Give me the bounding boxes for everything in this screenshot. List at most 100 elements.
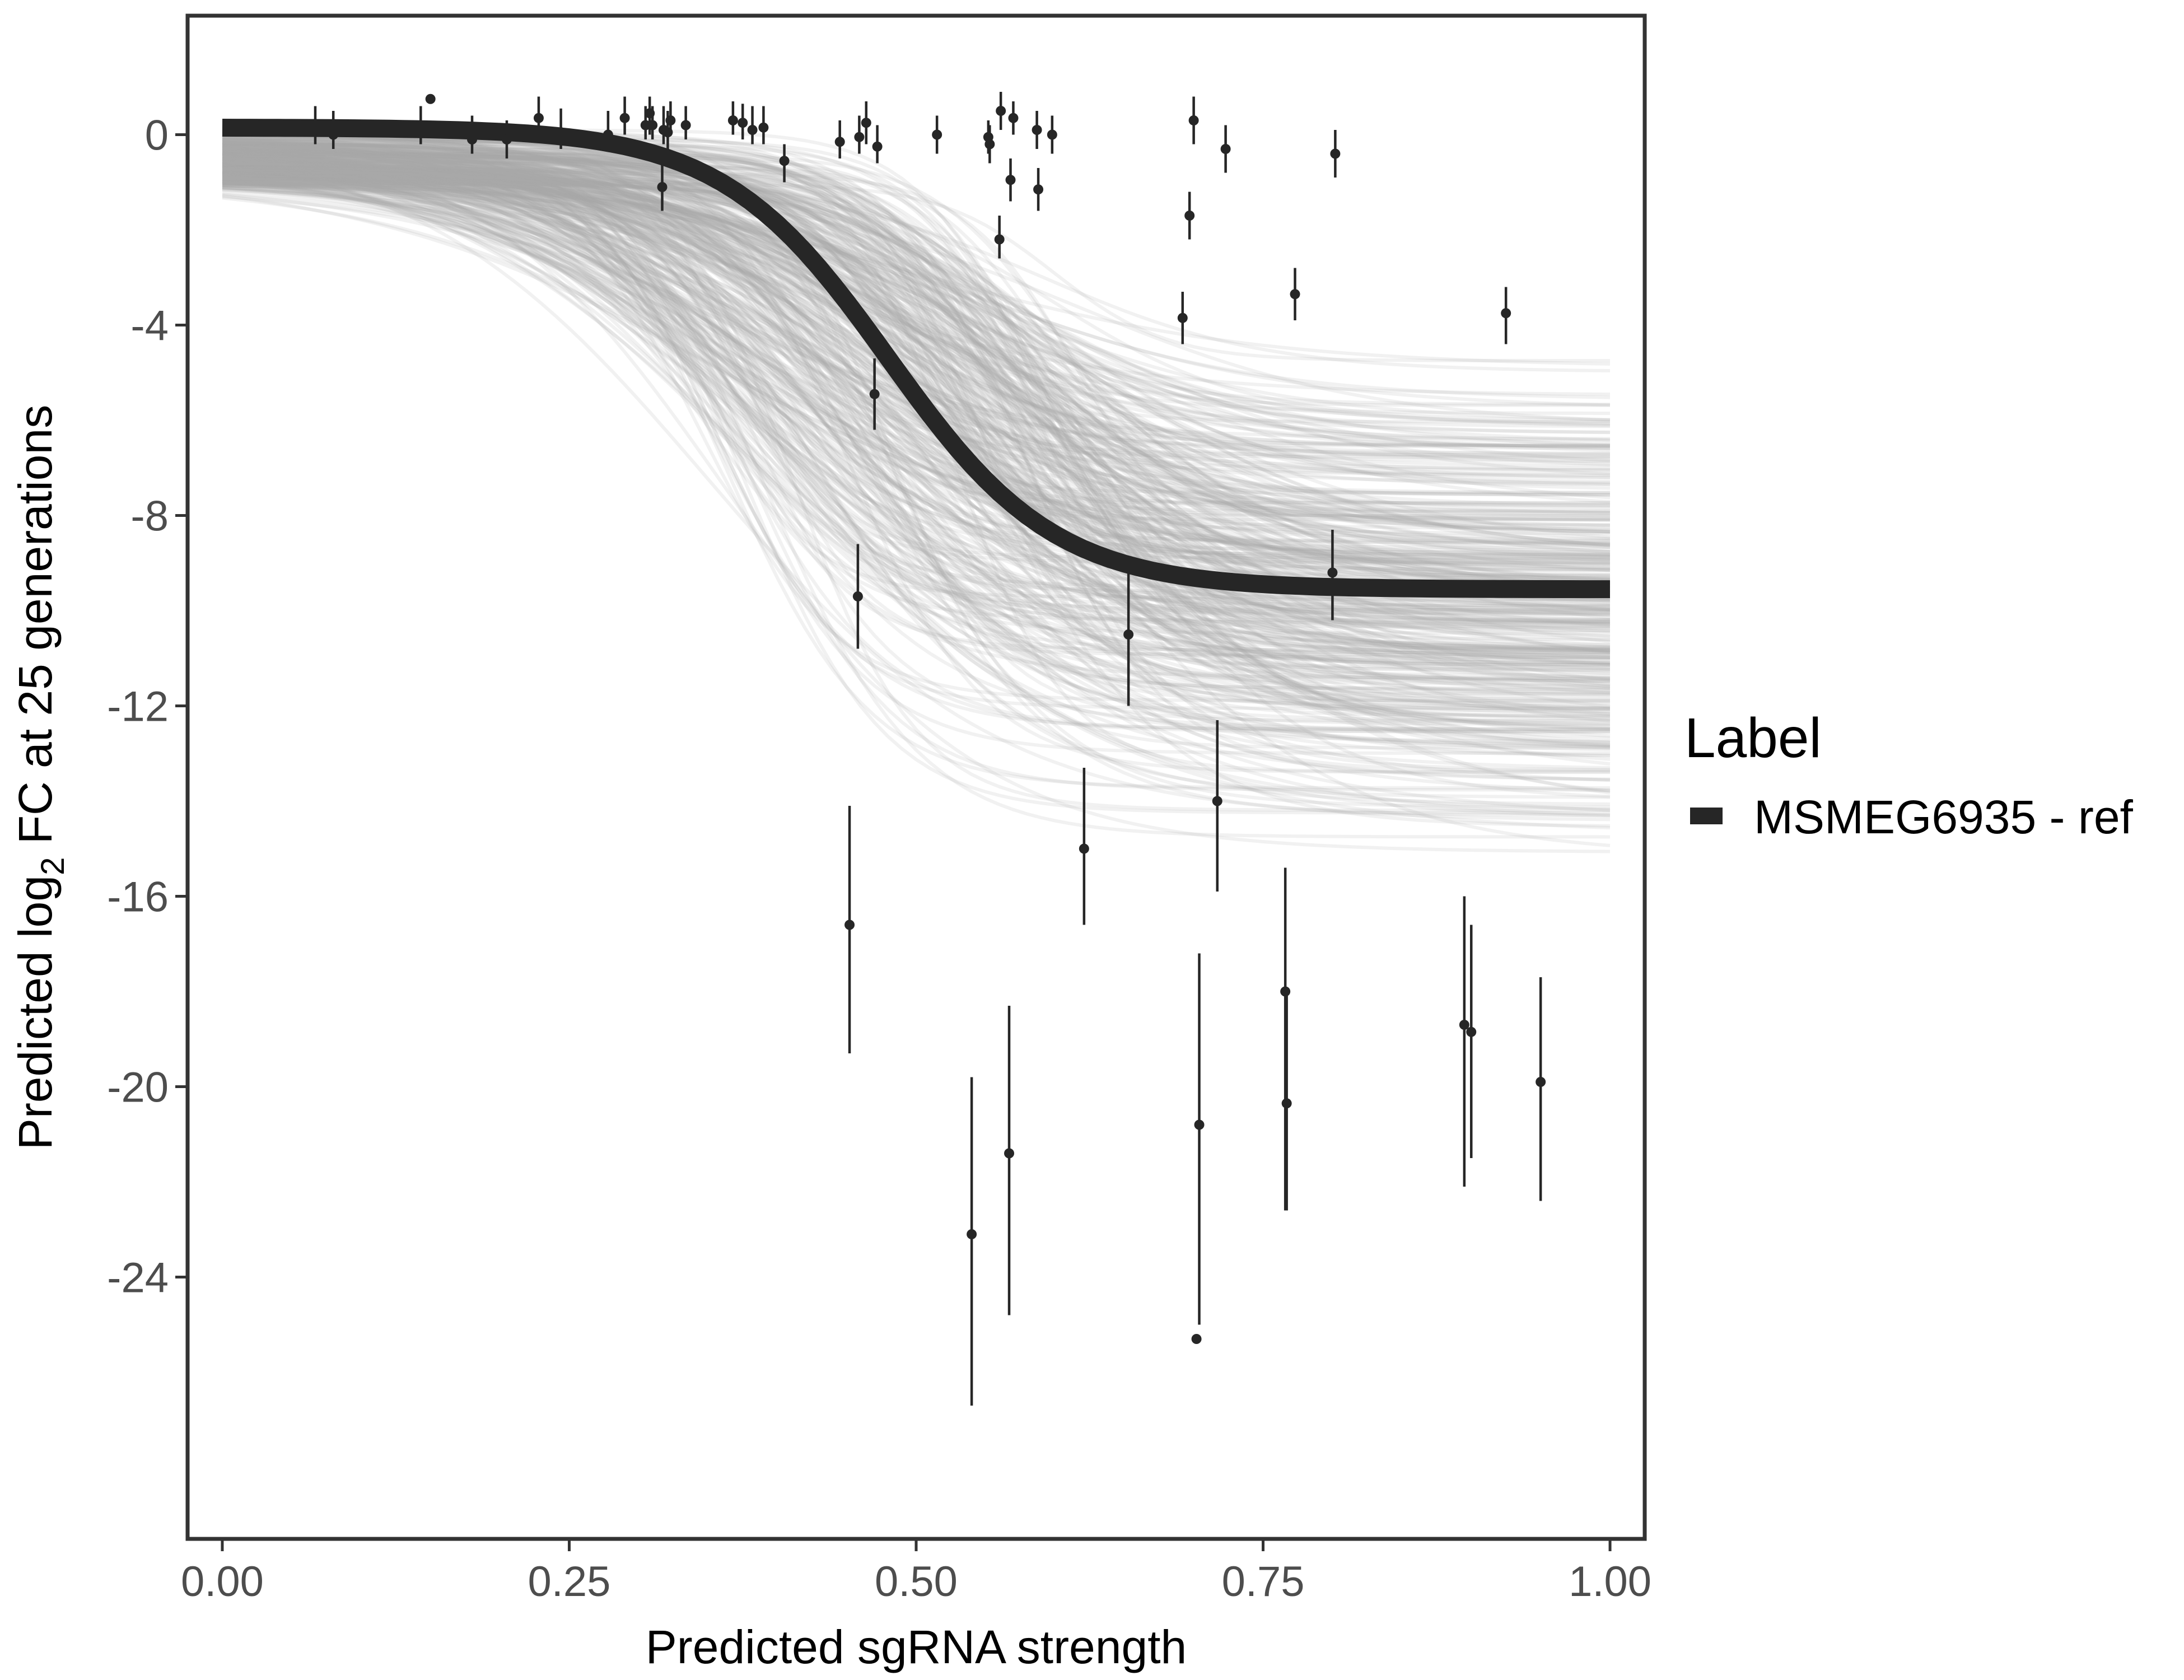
data-point: [1194, 953, 1205, 1325]
data-point: [1032, 111, 1042, 149]
posterior-draw-line: [222, 184, 1611, 586]
point-marker: [1047, 129, 1057, 140]
posterior-draw-line: [222, 171, 1610, 565]
posterior-draw-line: [222, 170, 1611, 547]
posterior-draw-line: [222, 184, 1611, 399]
posterior-draw-line: [222, 133, 1611, 624]
posterior-draw-line: [222, 150, 1611, 711]
data-point: [665, 101, 676, 135]
point-marker: [1008, 113, 1019, 123]
data-point: [1188, 96, 1199, 144]
posterior-draw-line: [222, 168, 1610, 475]
posterior-draw-line: [222, 151, 1610, 612]
posterior-draw-line: [222, 144, 1611, 727]
posterior-draw-line: [222, 165, 1611, 626]
point-marker: [1188, 115, 1199, 125]
posterior-draw-line: [222, 168, 1611, 558]
data-point: [1212, 720, 1222, 892]
posterior-draw-line: [222, 138, 1610, 680]
posterior-draw-line: [222, 175, 1611, 442]
y-axis: 0 -4 -8 -12 -16 -20 -24: [107, 112, 186, 1302]
posterior-draw-line: [222, 179, 1610, 407]
point-marker: [932, 129, 942, 140]
point-marker: [680, 120, 691, 130]
posterior-draw-line: [222, 171, 1611, 671]
posterior-draw-line: [222, 151, 1611, 740]
y-tick-label: 0: [145, 112, 169, 160]
posterior-draw-line: [222, 169, 1611, 530]
y-tick-label: -24: [107, 1254, 169, 1302]
posterior-draw-line: [222, 143, 1611, 665]
point-marker: [1033, 184, 1044, 195]
posterior-draw-line: [222, 151, 1611, 744]
data-point: [556, 108, 566, 149]
posterior-draw-line: [222, 180, 1610, 521]
posterior-draw-line: [222, 136, 1611, 817]
posterior-draw-line: [222, 160, 1611, 632]
posterior-draw-line: [222, 150, 1611, 748]
posterior-draw-line: [222, 156, 1611, 476]
point-marker: [619, 113, 630, 123]
data-point: [603, 111, 613, 149]
reference-curve-msmeg6935: [222, 119, 1610, 599]
posterior-draw-line: [222, 158, 1610, 722]
data-point: [1123, 568, 1134, 706]
data-point: [1501, 287, 1511, 344]
posterior-draw-line: [222, 175, 1611, 500]
posterior-draw-line: [222, 161, 1611, 609]
posterior-draw-line: [222, 150, 1611, 738]
posterior-draw-line: [222, 167, 1611, 426]
posterior-draw-line: [222, 174, 1610, 543]
posterior-draw-line: [222, 183, 1611, 592]
posterior-draw-line: [222, 147, 1610, 717]
point-marker: [1536, 1077, 1546, 1087]
posterior-draw-line: [222, 142, 1611, 650]
posterior-draw-line: [222, 180, 1611, 630]
posterior-draw-line: [222, 178, 1611, 518]
x-axis: 0.00 0.25 0.50 0.75 1.00: [181, 1541, 1651, 1606]
posterior-draw-line: [222, 134, 1611, 688]
posterior-draw-line: [222, 153, 1611, 746]
posterior-draw-line: [222, 174, 1611, 545]
posterior-draw-line: [222, 143, 1611, 665]
posterior-draw-line: [222, 156, 1611, 660]
point-marker: [844, 920, 855, 930]
posterior-draw-line: [222, 172, 1611, 655]
posterior-draw-line: [222, 144, 1611, 750]
posterior-draw-line: [222, 142, 1611, 638]
posterior-draw-line: [222, 161, 1611, 624]
posterior-draw-line: [222, 175, 1611, 654]
posterior-draw-line: [222, 151, 1610, 731]
plot-panel-border: [185, 13, 1647, 1541]
posterior-draw-line: [222, 154, 1611, 654]
posterior-draw-line: [222, 146, 1611, 781]
posterior-draw-line: [222, 143, 1611, 659]
posterior-draw-line: [222, 179, 1611, 446]
posterior-draw-line: [222, 141, 1611, 782]
posterior-draw-line: [222, 177, 1610, 517]
posterior-draw-line: [222, 149, 1611, 569]
point-marker: [869, 389, 880, 399]
data-point: [1008, 101, 1019, 135]
posterior-draw-line: [222, 178, 1611, 541]
point-marker: [984, 139, 995, 150]
point-marker: [1194, 1119, 1205, 1130]
posterior-draw-line: [222, 138, 1611, 633]
posterior-draw-line: [222, 129, 1611, 799]
data-point: [1466, 925, 1477, 1158]
posterior-draw-line: [222, 153, 1610, 659]
point-marker: [834, 137, 845, 147]
posterior-draw-line: [222, 146, 1611, 758]
posterior-draw-line: [222, 181, 1611, 372]
data-point: [852, 544, 863, 649]
posterior-draw-line: [222, 184, 1611, 435]
posterior-draw-line: [222, 156, 1610, 505]
posterior-draw-line: [222, 177, 1610, 447]
posterior-draw-line: [222, 166, 1610, 599]
posterior-draw-line: [222, 164, 1611, 570]
posterior-draw-line: [222, 142, 1611, 588]
posterior-draw-line: [222, 151, 1611, 623]
point-marker: [967, 1229, 977, 1239]
point-marker: [640, 120, 651, 130]
